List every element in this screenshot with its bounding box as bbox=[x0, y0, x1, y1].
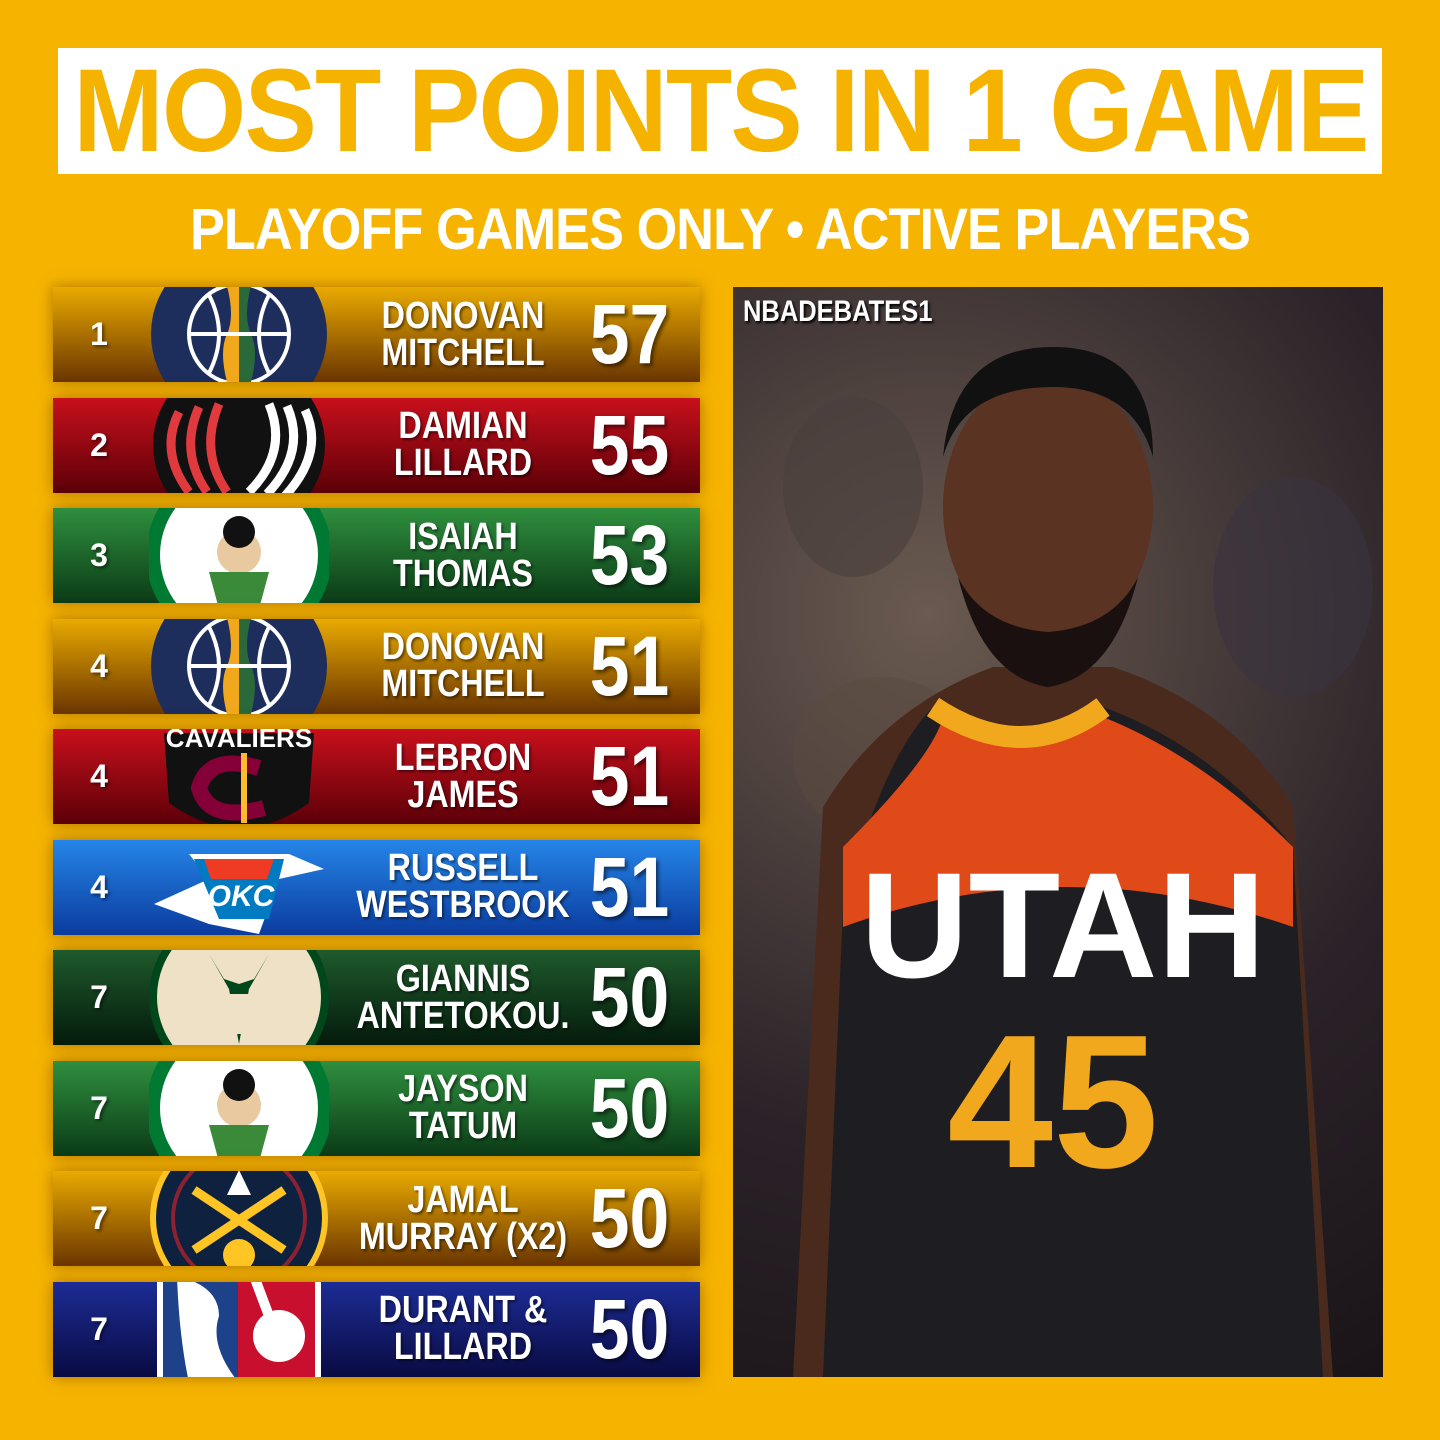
player-name: LEBRON JAMES bbox=[357, 729, 570, 824]
player-name-line1: JAYSON bbox=[398, 1068, 528, 1110]
ranking-row: 1 DONOVAN MITCHELL 57 bbox=[53, 287, 700, 382]
subtitle: PLAYOFF GAMES ONLY • ACTIVE PLAYERS bbox=[189, 197, 1251, 262]
nba-logo bbox=[157, 1281, 321, 1377]
denver-nuggets-logo bbox=[150, 1171, 328, 1266]
player-name-line2: LILLARD bbox=[393, 442, 533, 484]
utah-jazz-logo bbox=[151, 287, 327, 382]
portland-trail-blazers-logo bbox=[153, 397, 325, 493]
rank: 4 bbox=[90, 868, 108, 905]
player-name: RUSSELL WESTBROOK bbox=[356, 840, 570, 935]
player-name: GIANNIS ANTETOKOU. bbox=[357, 950, 570, 1045]
player-name-line2: THOMAS bbox=[393, 552, 533, 595]
rank: 1 bbox=[90, 316, 108, 352]
okc-thunder-logo: OKC bbox=[154, 853, 324, 934]
player-name-line1: GIANNIS bbox=[395, 957, 531, 1000]
rank: 7 bbox=[90, 1310, 108, 1347]
rank: 7 bbox=[90, 1200, 108, 1236]
ranking-row: 4 DONOVAN MITCHELL 51 bbox=[53, 618, 700, 714]
title-banner: MOST POINTS IN 1 GAME bbox=[58, 48, 1382, 174]
ranking-row: 3 ISAIAH THOMAS 53 bbox=[53, 508, 700, 603]
points: 50 bbox=[589, 1060, 670, 1155]
player-name-line2: JAMES bbox=[407, 773, 519, 816]
ranking-row: 7 GIANNIS ANTETOKOU. 50 bbox=[53, 950, 700, 1045]
player-name-line2: MITCHELL bbox=[381, 331, 545, 374]
points: 51 bbox=[589, 729, 670, 823]
ranking-row: 7 JAYSON TATUM 50 bbox=[53, 1060, 700, 1156]
player-illustration: UTAH 45 bbox=[783, 347, 1373, 1377]
rank: 3 bbox=[90, 537, 108, 573]
points: 50 bbox=[589, 950, 670, 1044]
boston-celtics-logo bbox=[149, 1060, 329, 1156]
rank: 4 bbox=[90, 758, 108, 794]
points: 51 bbox=[589, 618, 670, 713]
player-name-line1: ISAIAH bbox=[408, 515, 518, 558]
cleveland-cavaliers-logo: CAVALIERS bbox=[164, 729, 314, 824]
player-name-line1: DONOVAN bbox=[381, 294, 545, 337]
rank: 7 bbox=[90, 979, 108, 1015]
boston-celtics-logo bbox=[149, 508, 329, 603]
player-name-line2: ANTETOKOU. bbox=[356, 994, 570, 1037]
player-name-line1: RUSSELL bbox=[387, 847, 539, 889]
ranking-list: 1 DONOVAN MITCHELL 57 2 DAMIAN LILLARD 5… bbox=[53, 287, 700, 1392]
player-name-line2: TATUM bbox=[408, 1105, 518, 1147]
player-name-line2: LILLARD bbox=[393, 1326, 533, 1368]
player-name-line1: DURANT & bbox=[378, 1289, 548, 1331]
svg-text:CAVALIERS: CAVALIERS bbox=[166, 729, 312, 753]
player-name-line1: LEBRON bbox=[394, 736, 532, 779]
points: 55 bbox=[589, 397, 670, 492]
player-name: ISAIAH THOMAS bbox=[357, 508, 570, 603]
player-name: JAYSON TATUM bbox=[357, 1061, 570, 1156]
player-name: DONOVAN MITCHELL bbox=[357, 619, 570, 714]
jersey-number: 45 bbox=[947, 996, 1158, 1208]
points: 53 bbox=[589, 508, 670, 602]
player-name-line2: WESTBROOK bbox=[356, 884, 570, 926]
points: 57 bbox=[589, 287, 670, 381]
points: 50 bbox=[589, 1281, 670, 1376]
ranking-row: 4 OKC RUSSELL WESTBROOK 51 bbox=[53, 839, 700, 935]
player-name-line2: MURRAY (X2) bbox=[358, 1215, 568, 1258]
points: 50 bbox=[589, 1171, 670, 1265]
svg-text:OKC: OKC bbox=[208, 880, 276, 913]
player-name-line1: JAMAL bbox=[407, 1178, 519, 1221]
ranking-row: 7 JAMAL MURRAY (X2) 50 bbox=[53, 1171, 700, 1266]
player-name-line1: DONOVAN bbox=[381, 626, 545, 668]
player-photo: UTAH 45 NBADEBATES1 bbox=[733, 287, 1383, 1377]
rank: 2 bbox=[90, 426, 108, 463]
points: 51 bbox=[589, 839, 670, 934]
player-name-line1: DAMIAN bbox=[398, 405, 528, 447]
milwaukee-bucks-logo bbox=[149, 950, 329, 1045]
ranking-row: 2 DAMIAN LILLARD 55 bbox=[53, 397, 700, 493]
player-name-line2: MITCHELL bbox=[381, 663, 545, 705]
ranking-row: 7 DURANT & LILLARD 50 bbox=[53, 1281, 700, 1377]
player-name: DAMIAN LILLARD bbox=[357, 398, 570, 493]
player-name: DURANT & LILLARD bbox=[357, 1282, 570, 1377]
rank: 4 bbox=[90, 647, 108, 684]
page-title: MOST POINTS IN 1 GAME bbox=[72, 45, 1369, 177]
player-name: DONOVAN MITCHELL bbox=[357, 287, 570, 382]
ranking-row: 4 CAVALIERS LEBRON JAMES 51 bbox=[53, 729, 700, 824]
watermark: NBADEBATES1 bbox=[743, 295, 933, 328]
jersey-text: UTAH bbox=[860, 841, 1265, 1009]
utah-jazz-logo bbox=[151, 618, 327, 714]
player-name: JAMAL MURRAY (X2) bbox=[357, 1171, 570, 1266]
rank: 7 bbox=[90, 1089, 108, 1126]
